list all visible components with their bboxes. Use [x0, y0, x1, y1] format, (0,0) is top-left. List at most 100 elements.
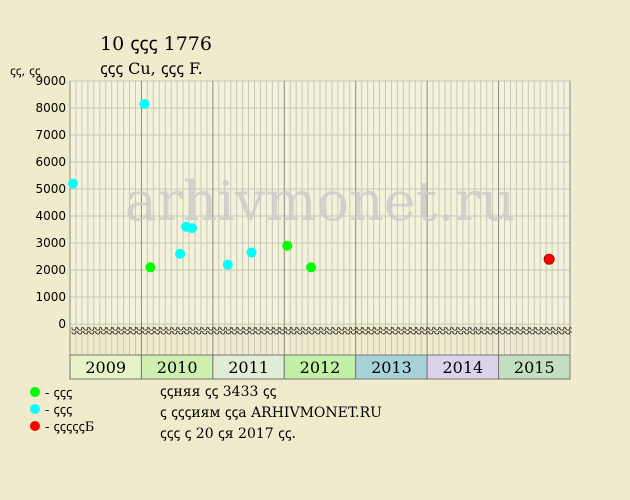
month-tick-label: ꞔꞔ — [129, 327, 138, 335]
year-band — [498, 354, 571, 380]
month-tick-label: ꞔꞔ — [99, 327, 108, 335]
month-tick-label: ꞔꞔ — [343, 327, 352, 335]
month-tick-label: ꞔꞔ — [545, 327, 554, 335]
month-tick-label: ꞔꞔ — [75, 327, 84, 335]
legend-label: - ꞔꞔꞔꞔꞔБ — [45, 419, 95, 435]
year-label: 2012 — [300, 358, 341, 377]
month-tick-label: ꞔꞔ — [361, 327, 370, 335]
month-tick-label: ꞔꞔ — [295, 327, 304, 335]
month-tick-label: ꞔꞔ — [152, 327, 161, 335]
month-tick-label: ꞔꞔ — [420, 327, 429, 335]
year-band — [212, 354, 285, 380]
month-tick-label: ꞔꞔ — [474, 327, 483, 335]
year-label: 2010 — [157, 358, 198, 377]
month-tick-label: ꞔꞔ — [390, 327, 399, 335]
month-tick-label: ꞔꞔ — [384, 327, 393, 335]
month-tick-label: ꞔꞔ — [426, 327, 435, 335]
year-label: 2011 — [228, 358, 269, 377]
month-tick-label: ꞔꞔ — [301, 327, 310, 335]
month-tick-label: ꞔꞔ — [123, 327, 132, 335]
month-tick-label: ꞔꞔ — [402, 327, 411, 335]
data-point — [543, 253, 555, 265]
data-point — [306, 262, 317, 273]
year-label: 2013 — [371, 358, 412, 377]
month-tick-label: ꞔꞔ — [277, 327, 286, 335]
month-tick-label: ꞔꞔ — [313, 327, 322, 335]
month-tick-label: ꞔꞔ — [206, 327, 215, 335]
month-tick-label: ꞔꞔ — [242, 327, 251, 335]
month-tick-label: ꞔꞔ — [462, 327, 471, 335]
y-tick-label: 1000 — [35, 290, 66, 304]
data-point — [145, 262, 156, 273]
month-tick-label: ꞔꞔ — [438, 327, 447, 335]
y-tick-label: 6000 — [35, 155, 66, 169]
legend-marker-icon — [30, 386, 40, 397]
info-line: ꞔꞔняя ꞔꞔ 3433 ꞔꞔ — [160, 384, 277, 400]
month-tick-label: ꞔꞔ — [188, 327, 197, 335]
month-tick-label: ꞔꞔ — [521, 327, 530, 335]
month-tick-label: ꞔꞔ — [563, 327, 572, 335]
month-tick-label: ꞔꞔ — [373, 327, 382, 335]
year-band — [426, 354, 500, 380]
watermark: arhivmonet.ru — [125, 170, 515, 233]
month-tick-label: ꞔꞔ — [176, 327, 185, 335]
month-tick-label: ꞔꞔ — [140, 327, 149, 335]
month-tick-label: ꞔꞔ — [337, 327, 346, 335]
month-tick-label: ꞔꞔ — [557, 327, 566, 335]
month-tick-label: ꞔꞔ — [105, 327, 114, 335]
data-point — [175, 248, 186, 259]
legend-marker-icon — [30, 403, 40, 414]
month-tick-label: ꞔꞔ — [182, 327, 191, 335]
legend-label: - ꞔꞔꞔ — [45, 402, 73, 418]
month-tick-label: ꞔꞔ — [81, 327, 90, 335]
info-block: ꞔꞔняя ꞔꞔ 3433 ꞔꞔ ꞔ ꞔꞔꞔиям ꞔꞔа ARHIVMONET… — [160, 382, 382, 445]
month-tick-label: ꞔꞔ — [283, 327, 292, 335]
y-tick-label: 4000 — [35, 209, 66, 223]
y-tick-label: 0 — [58, 317, 66, 331]
chart-area: 0100020003000400050006000700080009000ꞔꞔꞔ… — [35, 74, 572, 380]
month-tick-label: ꞔꞔ — [396, 327, 405, 335]
y-tick-label: 5000 — [35, 182, 66, 196]
chart-title: 10 ꞔꞔꞔ 1776 — [100, 33, 212, 55]
month-tick-label: ꞔꞔ — [87, 327, 96, 335]
y-tick-label: 3000 — [35, 236, 66, 250]
month-tick-label: ꞔꞔ — [331, 327, 340, 335]
y-axis-label: ꞔꞔ, ꞔꞔ — [10, 64, 41, 78]
month-tick-label: ꞔꞔ — [432, 327, 441, 335]
month-tick-label: ꞔꞔ — [289, 327, 298, 335]
data-point — [139, 98, 150, 109]
month-tick-label: ꞔꞔ — [259, 327, 268, 335]
month-tick-label: ꞔꞔ — [379, 327, 388, 335]
month-tick-label: ꞔꞔ — [408, 327, 417, 335]
month-tick-label: ꞔꞔ — [515, 327, 524, 335]
month-tick-label: ꞔꞔ — [307, 327, 316, 335]
month-tick-label: ꞔꞔ — [265, 327, 274, 335]
month-tick-label: ꞔꞔ — [319, 327, 328, 335]
y-tick-label: 2000 — [35, 263, 66, 277]
month-tick-label: ꞔꞔ — [170, 327, 179, 335]
legend-item: - ꞔꞔꞔ — [30, 400, 94, 418]
legend-item: - ꞔꞔꞔꞔꞔБ — [30, 417, 95, 435]
month-tick-label: ꞔꞔ — [498, 327, 507, 335]
month-tick-label: ꞔꞔ — [527, 327, 536, 335]
month-tick-label: ꞔꞔ — [414, 327, 423, 335]
month-tick-label: ꞔꞔ — [117, 327, 126, 335]
month-tick-label: ꞔꞔ — [349, 327, 358, 335]
year-band — [69, 354, 142, 380]
month-tick-label: ꞔꞔ — [533, 327, 542, 335]
year-label: 2014 — [442, 358, 483, 377]
data-point — [246, 247, 257, 258]
legend-item: - ꞔꞔꞔ — [30, 383, 94, 401]
month-tick-label: ꞔꞔ — [492, 327, 501, 335]
month-tick-label: ꞔꞔ — [254, 327, 263, 335]
month-tick-label: ꞔꞔ — [271, 327, 280, 335]
year-label: 2009 — [85, 358, 126, 377]
month-tick-label: ꞔꞔ — [504, 327, 513, 335]
year-band — [355, 354, 428, 380]
month-tick-label: ꞔꞔ — [367, 327, 376, 335]
month-tick-label: ꞔꞔ — [539, 327, 548, 335]
legend-label: - ꞔꞔꞔ — [45, 385, 73, 401]
data-point — [67, 178, 78, 189]
month-tick-label: ꞔꞔ — [236, 327, 245, 335]
month-tick-label: ꞔꞔ — [69, 327, 78, 335]
